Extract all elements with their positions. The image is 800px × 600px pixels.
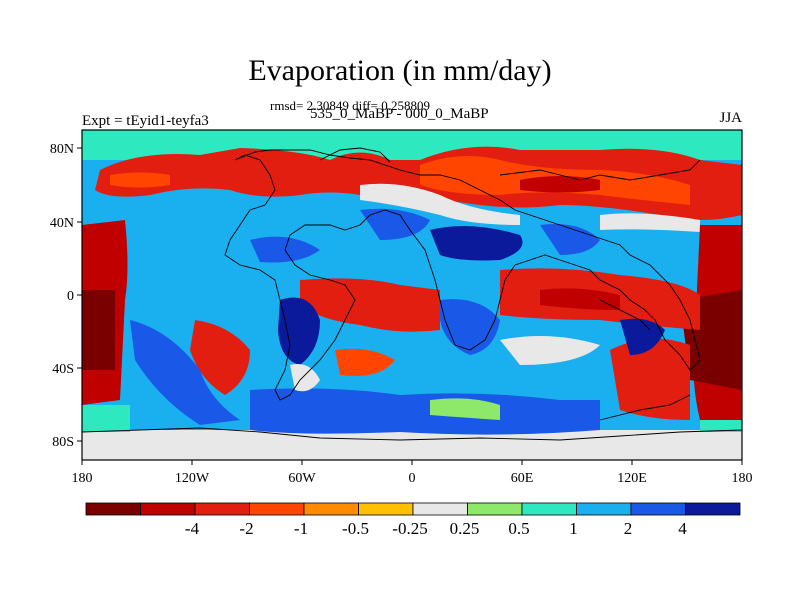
colorbar-labels: -4 -2 -1 -0.5 -0.25 0.25 0.5 1 2 4 [185, 519, 687, 538]
colorbar-label: 1 [569, 519, 578, 538]
colorbar-label: 4 [678, 519, 687, 538]
evaporation-field [82, 130, 742, 460]
latitude-labels: 80N 40N 0 40S 80S [50, 142, 74, 450]
lon-tick-label: 180 [72, 471, 93, 486]
colorbar [85, 502, 741, 516]
colorbar-swatch [521, 502, 577, 516]
colorbar-swatch [358, 502, 414, 516]
colorbar-label: -2 [239, 519, 253, 538]
colorbar-swatch [412, 502, 468, 516]
lon-tick-label: 180 [732, 471, 753, 486]
longitude-labels: 180 120W 60W 0 60E 120E 180 [72, 471, 753, 486]
lon-tick-label: 0 [409, 471, 416, 486]
difference-label: 535_0_MaBP - 000_0_MaBP [310, 106, 489, 122]
lat-tick-label: 80N [50, 142, 74, 157]
colorbar-swatch [85, 502, 141, 516]
colorbar-swatch [140, 502, 196, 516]
lat-tick-label: 40N [50, 216, 74, 231]
colorbar-swatch [685, 502, 741, 516]
lon-tick-label: 60W [288, 471, 316, 486]
colorbar-label: -1 [294, 519, 308, 538]
lat-tick-label: 80S [52, 435, 74, 450]
lon-tick-label: 120W [175, 471, 210, 486]
map-title: Evaporation (in mm/day) [248, 54, 552, 87]
stats-label: rmsd= 2.30849 diff= 0.258809 [270, 98, 430, 113]
lat-tick-label: 0 [67, 289, 74, 304]
colorbar-swatch [630, 502, 686, 516]
colorbar-label: 0.25 [450, 519, 480, 538]
coastlines [82, 147, 742, 441]
colorbar-swatch [576, 502, 632, 516]
colorbar-label: -0.5 [342, 519, 369, 538]
colorbar-swatch [194, 502, 250, 516]
lat-tick-label: 40S [52, 362, 74, 377]
colorbar-swatch [467, 502, 523, 516]
colorbar-label: 2 [624, 519, 633, 538]
season-label: JJA [719, 110, 742, 126]
colorbar-label: 0.5 [508, 519, 529, 538]
lon-tick-label: 60E [511, 471, 534, 486]
colorbar-swatch [303, 502, 359, 516]
colorbar-label: -4 [185, 519, 200, 538]
experiment-label: Expt = tEyid1-teyfa3 [82, 113, 209, 129]
axis-ticks [77, 147, 743, 465]
colorbar-label: -0.25 [392, 519, 427, 538]
colorbar-swatch [249, 502, 305, 516]
lon-tick-label: 120E [617, 471, 647, 486]
